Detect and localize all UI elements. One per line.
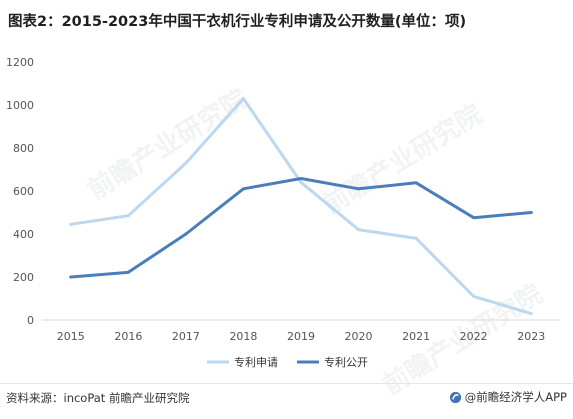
y-axis: 0 200 400 600 800 1000 1200 [6,56,34,327]
y-tick-label: 400 [13,228,34,241]
point-publication [414,181,418,185]
series-line-publication [69,177,533,279]
y-tick-label: 1200 [6,56,34,69]
watermark-text: 前瞻产业研究院 [317,98,488,221]
brand-text: @前瞻经济学人APP [464,390,567,404]
x-tick-label: 2015 [57,330,85,343]
x-axis: 2015 2016 2017 2018 2019 2020 2021 2022 2023 [57,330,545,343]
legend-label: 专利公开 [324,355,368,369]
chart-title: 图表2：2015-2023年中国干衣机行业专利申请及公开数量(单位：项) [8,14,467,30]
y-tick-label: 1000 [6,99,34,112]
point-publication [472,216,476,220]
series-layer [69,97,533,316]
x-tick-label: 2017 [172,330,200,343]
point-publication [126,270,130,274]
point-application [472,294,476,298]
x-tick-label: 2023 [517,330,545,343]
point-publication [69,275,73,279]
x-tick-label: 2021 [402,330,430,343]
point-application [184,161,188,165]
x-tick-label: 2018 [229,330,257,343]
point-application [126,214,130,218]
point-publication [241,187,245,191]
y-tick-label: 200 [13,271,34,284]
legend: 专利申请 专利公开 [207,355,368,369]
point-publication [184,232,188,236]
watermark-text: 前瞻产业研究院 [82,83,253,206]
legend-label: 专利申请 [234,355,278,369]
point-publication [357,187,361,191]
point-application [241,97,245,101]
point-publication [529,211,533,214]
source-note: 资料来源：incoPat 前瞻产业研究院 [6,391,190,405]
brand-logo-icon [449,391,461,403]
point-application [69,222,73,226]
footer-divider [0,383,573,384]
point-application [299,180,303,184]
point-application [414,236,418,240]
y-tick-label: 0 [27,314,34,327]
x-tick-label: 2016 [114,330,142,343]
point-application [357,228,361,232]
x-tick-label: 2020 [345,330,373,343]
y-tick-label: 600 [13,185,34,198]
point-publication [299,177,303,181]
brand-credit: @前瞻经济学人APP [449,389,567,405]
x-tick-label: 2019 [287,330,315,343]
x-tick-label: 2022 [460,330,488,343]
point-application [529,312,533,316]
y-tick-label: 800 [13,142,34,155]
